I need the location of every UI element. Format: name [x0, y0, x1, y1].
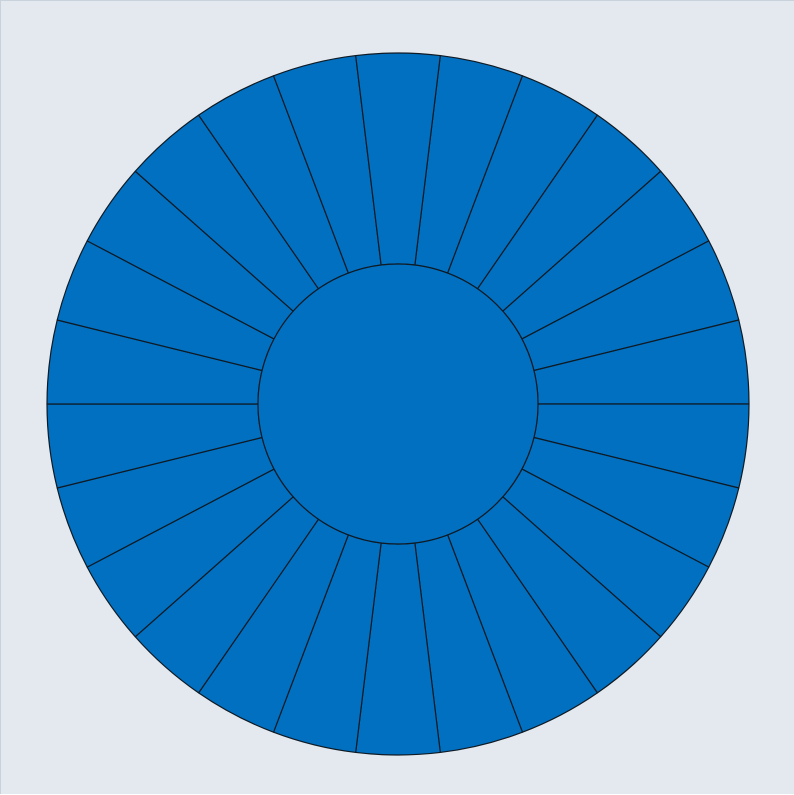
- outer-ring: [46, 52, 750, 756]
- center-hub: [257, 263, 539, 545]
